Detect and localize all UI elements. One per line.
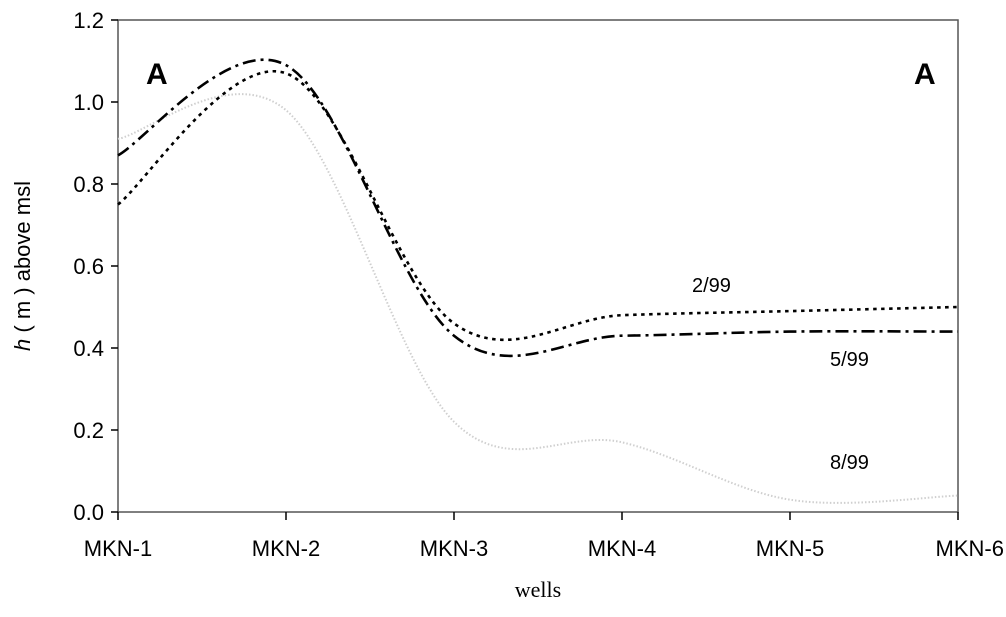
series-label-8-99: 8/99 (830, 452, 869, 474)
y-axis-label-italic: h (10, 339, 35, 351)
x-axis-label: wells (515, 577, 561, 602)
x-axis-ticks: MKN-1 MKN-2 MKN-3 MKN-4 MKN-5 MKN-6 (84, 512, 1004, 561)
panel-letter-left: A (146, 58, 168, 91)
series-line-8-99 (117, 93, 959, 504)
series-line-5-99 (117, 58, 959, 358)
y-tick-label: 0.2 (73, 418, 104, 443)
series-label-2-99: 2/99 (692, 275, 731, 297)
series-label-5-99: 5/99 (830, 349, 869, 371)
series-layer (117, 58, 959, 504)
y-tick-label: 1.2 (73, 8, 104, 33)
x-tick-label: MKN-4 (588, 536, 656, 561)
y-tick-label: 1.0 (73, 90, 104, 115)
x-tick-label: MKN-1 (84, 536, 152, 561)
plot-area (117, 19, 959, 513)
series-line-2-99 (117, 69, 959, 341)
y-tick-label: 0.4 (73, 336, 104, 361)
x-tick-label: MKN-5 (756, 536, 824, 561)
panel-letter-right: A (914, 58, 936, 91)
y-tick-label: 0.0 (73, 500, 104, 525)
y-axis-label-rest: ( m ) above msl (10, 181, 35, 339)
x-tick-label: MKN-2 (252, 536, 320, 561)
y-tick-label: 0.6 (73, 254, 104, 279)
x-tick-label: MKN-6 (936, 536, 1004, 561)
x-tick-label: MKN-3 (420, 536, 488, 561)
y-axis-label: h ( m ) above msl (10, 181, 35, 351)
y-tick-label: 0.8 (73, 172, 104, 197)
y-axis-ticks: 0.0 0.2 0.4 0.6 0.8 1.0 1.2 (73, 8, 118, 525)
